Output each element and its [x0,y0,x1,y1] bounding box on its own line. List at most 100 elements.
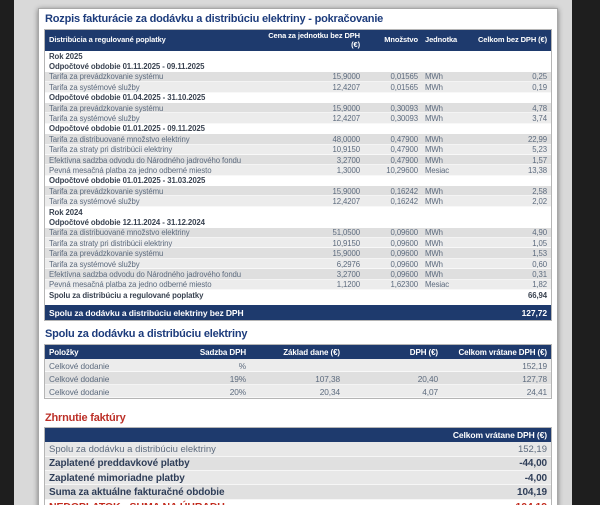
tariff-unit-price: 12,4207 [332,82,361,92]
period-label: Rok 2025 [49,51,83,61]
tariff-total: 5,23 [532,145,547,155]
period-label: Odpočtové obdobie 01.04.2025 - 31.10.202… [49,93,206,103]
subtotal-label: Spolu za distribúciu a regulované poplat… [49,290,204,300]
tariff-total: 4,90 [532,228,547,238]
vat-row-vat: 4,07 [422,386,438,397]
tariff-total: 3,74 [532,114,547,124]
period-group-row: Odpočtové obdobie 01.11.2025 - 09.11.202… [45,61,551,71]
tariff-label: Tarifa za prevádzkovanie systému [49,72,164,82]
tariff-quantity: 0,09600 [390,228,419,238]
tariff-quantity: 1,62300 [390,280,419,290]
summary-row-value: -44,00 [519,458,547,470]
summary-row-label: Spolu za dodávku a distribúciu elektriny [49,444,216,456]
summary-row: Suma za aktuálne fakturačné obdobie 104,1… [45,485,551,500]
tariff-total: 2,02 [532,197,547,207]
tariff-total: 22,99 [527,134,547,144]
tariff-row: Pevná mesačná platba za jedno odberné mi… [45,279,551,290]
tariff-quantity: 0,01565 [390,72,419,82]
tariff-unit-price: 1,1200 [336,280,360,290]
tariff-unit: MWh [425,259,443,269]
tariff-total: 0,25 [532,72,547,82]
tariff-unit-price: 10,9150 [332,238,361,248]
vat-row-item: Celkové dodanie [49,360,110,371]
tariff-quantity: 0,47900 [390,155,419,165]
tariff-quantity: 10,29600 [386,165,418,175]
tariff-unit-price: 15,9000 [332,186,361,196]
tariff-quantity: 0,30093 [390,114,419,124]
table-gap [45,300,551,306]
distribution-charges-table: Distribúcia a regulované poplatky Cena z… [44,29,552,322]
tariff-total: 2,58 [532,186,547,196]
summary-row-value: 152,19 [517,444,547,456]
vat-row-item: Celkové dodanie [49,373,110,384]
summary-row: Zaplatené mimoriadne platby -4,00 [45,470,551,486]
summary-row: Spolu za dodávku a distribúciu elektriny… [45,442,551,457]
tariff-label: Tarifa za distribuované množstvo elektri… [49,228,190,238]
vat-summary-table: Položky Sadzba DPH Základ dane (€) DPH (… [44,344,552,400]
tariff-row: Pevná mesačná platba za jedno odberné mi… [45,165,551,176]
tariff-total: 0,19 [532,82,547,92]
period-label: Odpočtové obdobie 12.11.2024 - 31.12.202… [49,217,205,227]
tariff-unit-price: 12,4207 [332,197,361,207]
tariff-row: Tarifa za prevádzkovanie systému 15,9000 0… [45,102,551,114]
viewer-background-left [0,0,14,505]
summary-row: NEDOPLATOK - SUMA NA ÚHRADU 104,19 [45,499,551,505]
scrollbar-track[interactable] [572,0,600,505]
period-label: Rok 2024 [49,207,83,217]
invoice-page: Rozpis fakturácie za dodávku a distribúc… [38,8,558,505]
column-header-unit-price: Cena za jednotku bez DPH (€) [268,31,360,49]
tariff-label: Tarifa za systémové služby [49,114,140,124]
column-header-quantity: Množstvo [384,35,418,45]
tariff-label: Tarifa za distribuované množstvo elektri… [49,134,190,144]
period-group-row: Odpočtové obdobie 01.01.2025 - 31.03.202… [45,176,551,186]
summary-row-label: Zaplatené mimoriadne platby [49,472,185,484]
column-header-tax-base: Základ dane (€) [283,347,340,357]
tariff-row: Tarifa za systémové služby 6,2976 0,09600 M… [45,258,551,270]
summary-row-value: 104,19 [515,501,547,505]
tariff-quantity: 0,47900 [390,145,419,155]
grand-total-value: 127,72 [521,307,548,318]
tariff-unit-price: 15,9000 [332,103,361,113]
tariff-unit: MWh [425,186,443,196]
summary-table-header: Celkom vrátane DPH (€) [45,428,551,443]
subtotal-row: Spolu za distribúciu a regulované poplat… [45,290,551,300]
tariff-unit: MWh [425,82,443,92]
vat-row-total: 24,41 [526,386,547,397]
column-header-distribution: Distribúcia a regulované poplatky [49,35,166,45]
tariff-row: Tarifa za prevádzkovanie systému 15,9000 0… [45,186,551,197]
summary-row-label: Suma za aktuálne fakturačné obdobie [49,486,225,498]
summary-row-value: 104,19 [517,486,547,498]
vat-row-total: 127,78 [522,373,547,384]
summary-header-label: Celkom vrátane DPH (€) [452,430,547,441]
period-label: Odpočtové obdobie 01.01.2025 - 09.11.202… [49,124,205,134]
tariff-quantity: 0,30093 [390,103,419,113]
tariff-total: 13,38 [527,165,547,175]
grand-total-label: Spolu za dodávku a distribúciu elektriny… [49,307,244,318]
tariff-unit: MWh [425,197,443,207]
vat-row-rate: % [238,360,246,371]
summary-row-label: NEDOPLATOK - SUMA NA ÚHRADU [49,501,225,505]
tariff-quantity: 0,09600 [390,259,419,269]
invoice-summary-table: Celkom vrátane DPH (€) Spolu za dodávku … [44,427,552,505]
tariff-unit: MWh [425,269,443,279]
column-header-items: Položky [49,347,79,357]
tariff-row: Efektívna sadzba odvodu do Národného jad… [45,269,551,280]
tariff-label: Tarifa za systémové služby [49,197,140,207]
tariff-unit-price: 15,9000 [332,72,361,82]
tariff-unit: MWh [425,228,443,238]
tariff-label: Efektívna sadzba odvodu do Národného jad… [49,155,242,165]
period-label: Odpočtové obdobie 01.01.2025 - 31.03.202… [49,176,206,186]
tariff-unit-price: 3,2700 [336,269,360,279]
period-group-row: Odpočtové obdobie 01.01.2025 - 09.11.202… [45,124,551,134]
tariff-row: Efektívna sadzba odvodu do Národného jad… [45,154,551,166]
subtotal-value: 66,94 [527,290,547,300]
tariff-label: Pevná mesačná platba za jedno odberné mi… [49,165,212,175]
tariff-label: Tarifa za prevádzkovanie systému [49,249,164,259]
tariff-unit: MWh [425,155,443,165]
tariff-label: Tarifa za prevádzkovanie systému [49,103,164,113]
vat-table-header: Položky Sadzba DPH Základ dane (€) DPH (… [45,345,551,360]
period-group-row: Odpočtové obdobie 01.04.2025 - 31.10.202… [45,93,551,103]
period-group-row: Odpočtové obdobie 12.11.2024 - 31.12.202… [45,217,551,227]
distribution-table-header: Distribúcia a regulované poplatky Cena z… [45,30,551,51]
vat-table-body: Celkové dodanie% 152,19 Celkové dodanie 19%… [45,359,551,399]
